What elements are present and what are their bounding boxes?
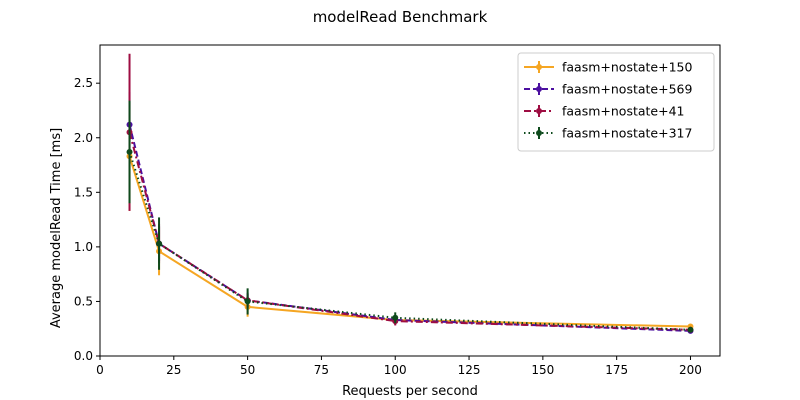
x-tick-label: 125 <box>458 363 481 377</box>
chart-title: modelRead Benchmark <box>313 8 488 26</box>
data-point <box>244 298 251 305</box>
legend-label: faasm+nostate+150 <box>562 60 692 75</box>
x-tick-label: 100 <box>384 363 407 377</box>
y-axis-label: Average modelRead Time [ms] <box>49 128 64 328</box>
x-tick-label: 200 <box>679 363 702 377</box>
series-line <box>128 156 691 328</box>
data-point <box>687 326 694 333</box>
legend-label: faasm+nostate+317 <box>562 126 692 141</box>
data-point <box>392 314 399 321</box>
y-tick-label: 2.5 <box>74 76 93 90</box>
series-line <box>128 151 691 331</box>
legend-marker <box>536 86 542 92</box>
series-line <box>128 132 691 331</box>
y-tick-label: 2.0 <box>74 131 93 145</box>
plot-frame <box>99 44 721 357</box>
x-tick-label: 75 <box>314 363 329 377</box>
legend-marker <box>536 108 542 114</box>
data-point <box>156 240 163 247</box>
legend-marker <box>536 64 542 70</box>
legend-label: faasm+nostate+41 <box>562 104 685 119</box>
x-tick-label: 25 <box>166 363 181 377</box>
y-tick-label: 0.5 <box>74 294 93 308</box>
legend: faasm+nostate+150 faasm+nostate+569 faasm+… <box>517 52 715 152</box>
y-tick-label: 1.0 <box>74 240 93 254</box>
x-tick-label: 150 <box>531 363 554 377</box>
legend-box <box>517 52 715 152</box>
y-tick-label: 0.0 <box>74 349 93 363</box>
x-axis-label: Requests per second <box>342 384 478 399</box>
series-line <box>128 124 691 332</box>
legend-label: faasm+nostate+569 <box>562 82 692 97</box>
legend-marker <box>536 130 542 136</box>
data-point <box>126 148 133 155</box>
x-tick-label: 175 <box>605 363 628 377</box>
x-tick-label: 50 <box>240 363 255 377</box>
x-tick-label: 0 <box>96 363 104 377</box>
series-4 <box>126 100 694 333</box>
y-tick-label: 1.5 <box>74 185 93 199</box>
